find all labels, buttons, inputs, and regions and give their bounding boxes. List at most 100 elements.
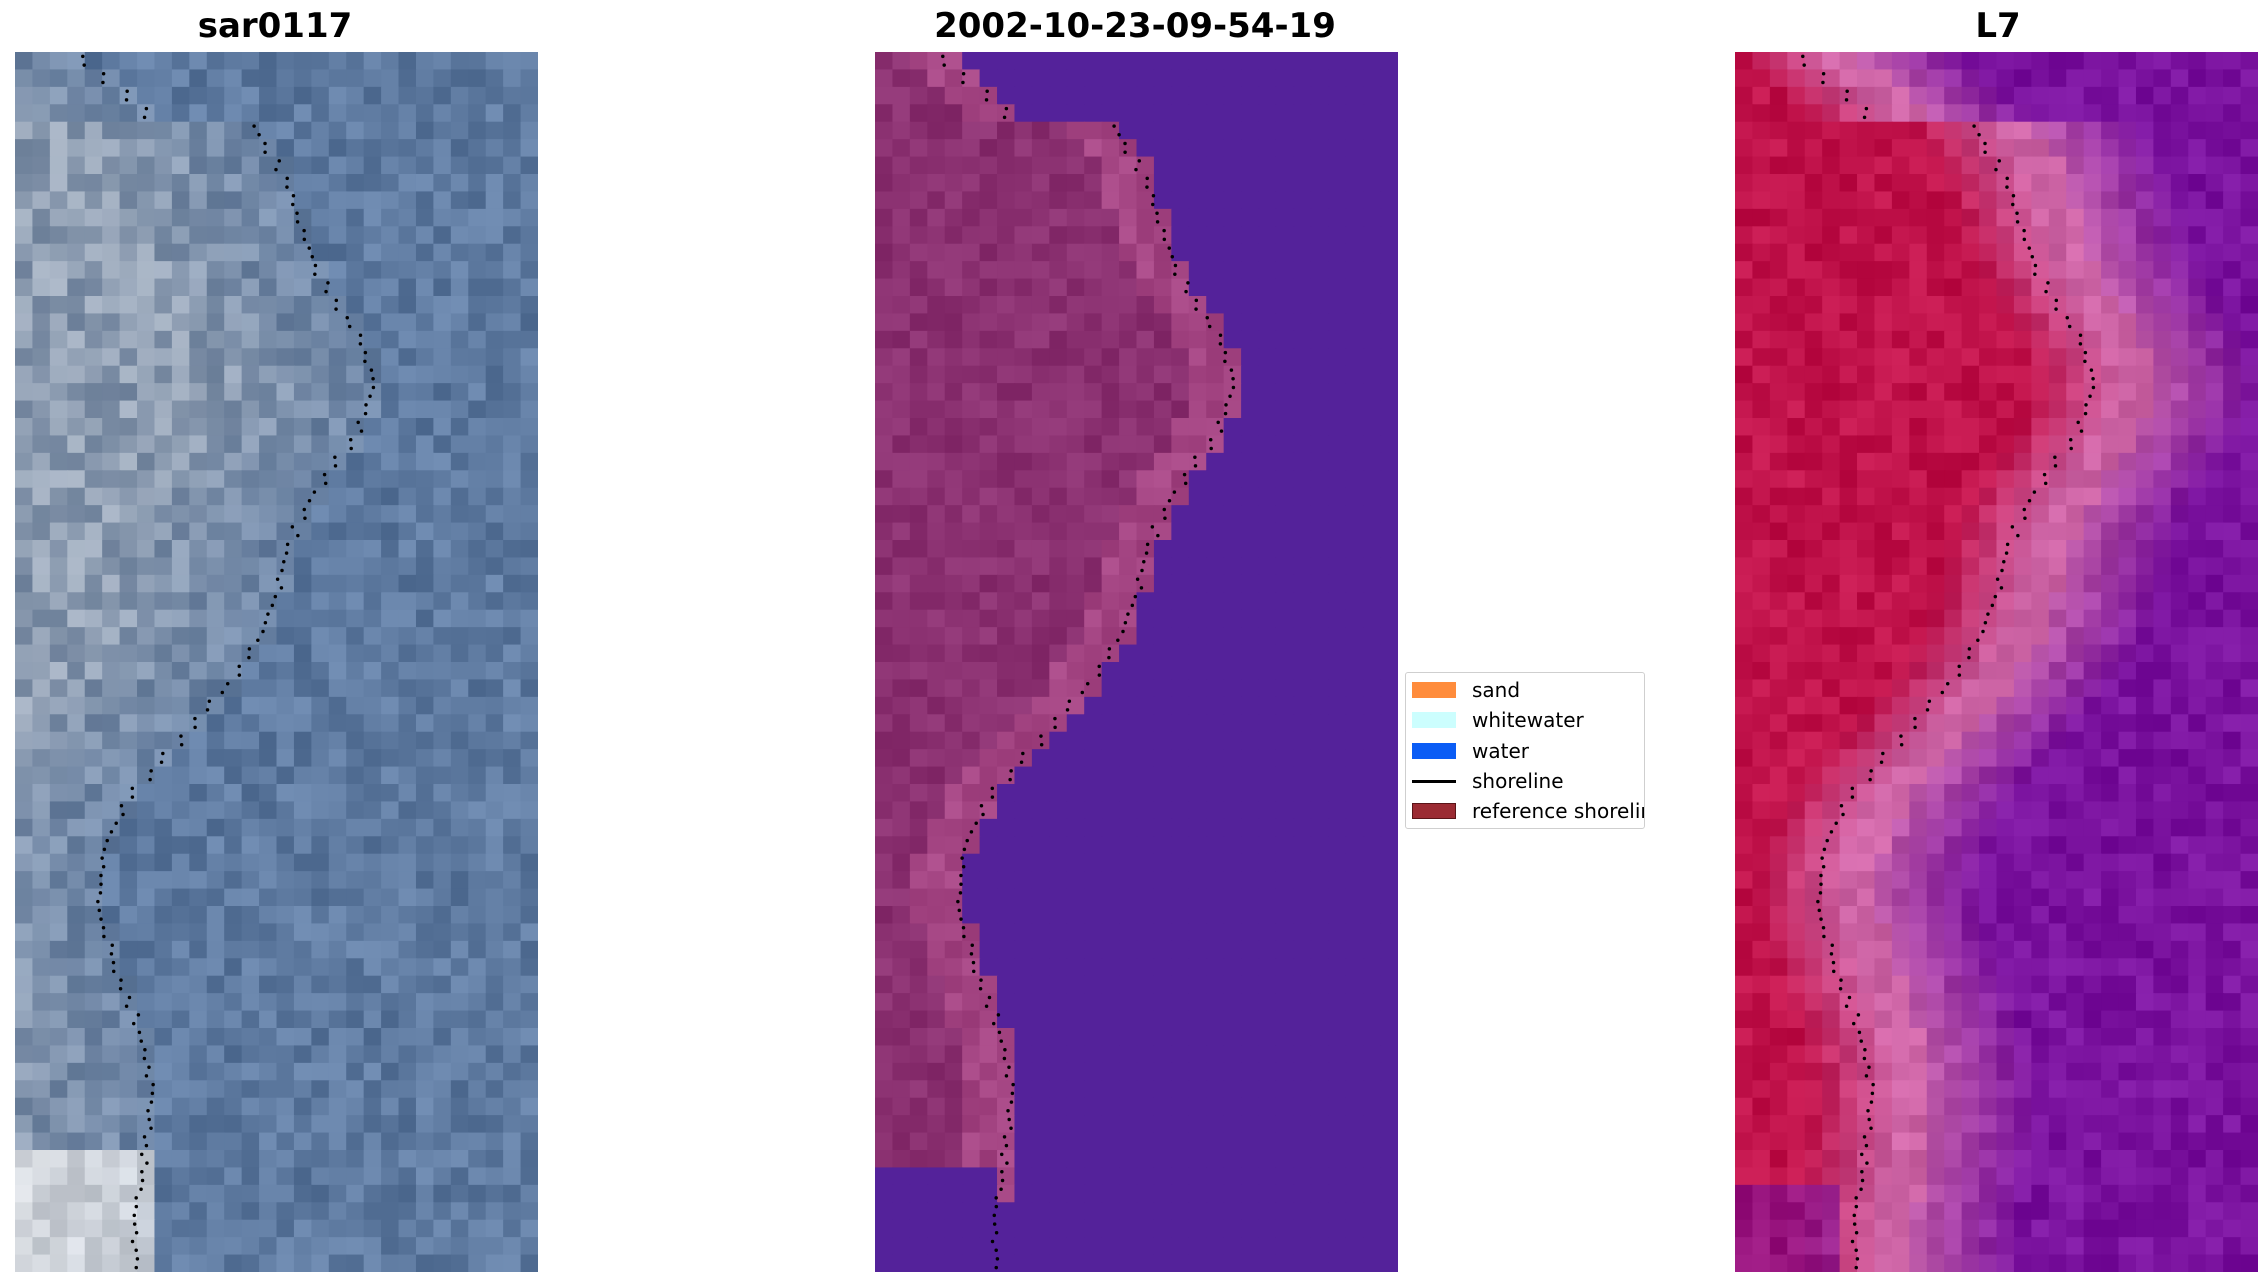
shoreline-point: [1847, 995, 1852, 1000]
shoreline-point: [101, 72, 106, 76]
shoreline-point: [2005, 176, 2009, 181]
shoreline-point: [307, 499, 312, 503]
shoreline-point: [125, 89, 129, 93]
shoreline-point: [1818, 891, 1823, 895]
shoreline-point: [1864, 1143, 1869, 1148]
shoreline-point: [1130, 603, 1135, 608]
shoreline-point: [1869, 769, 1873, 773]
shoreline-point: [2011, 194, 2016, 198]
shoreline-point: [2005, 185, 2009, 189]
shoreline-point: [124, 1004, 129, 1008]
shoreline-point: [957, 908, 962, 913]
water-swatch: [1412, 743, 1456, 759]
shoreline-point: [1002, 1135, 1007, 1139]
shoreline-point: [999, 1152, 1004, 1157]
shoreline-point: [295, 211, 299, 215]
shoreline-point: [1223, 350, 1228, 355]
shoreline-point: [1167, 246, 1171, 250]
shoreline-point: [110, 943, 114, 947]
shoreline-point: [1856, 1013, 1861, 1017]
shoreline-point: [368, 394, 372, 398]
shoreline-point: [2033, 263, 2038, 268]
shoreline-point: [1116, 638, 1120, 642]
shoreline-point: [2065, 316, 2069, 320]
shoreline-point: [1006, 1109, 1010, 1113]
shoreline-point: [1838, 987, 1843, 991]
shoreline-point: [990, 795, 995, 799]
shoreline-point: [958, 891, 963, 895]
shoreline-point: [1107, 655, 1111, 660]
shoreline-point: [291, 202, 295, 207]
shoreline-point: [109, 830, 114, 834]
shoreline-point: [1000, 1170, 1004, 1174]
legend-item-whitewater: whitewater: [1412, 707, 1584, 733]
shoreline-point: [290, 525, 295, 529]
shoreline-point: [2083, 350, 2088, 355]
shoreline-point: [1869, 1100, 1874, 1104]
shoreline-point: [1865, 1161, 1869, 1165]
shoreline-point: [984, 1004, 989, 1008]
shoreline-point: [358, 342, 363, 346]
shoreline-point: [270, 603, 275, 608]
shoreline-point: [144, 106, 149, 111]
shoreline-point: [1183, 481, 1188, 486]
rgb-image-panel: [15, 52, 538, 1272]
shoreline-point: [261, 629, 265, 634]
shoreline-point: [358, 333, 363, 337]
shoreline-point: [2079, 429, 2084, 433]
shoreline-point: [1228, 394, 1232, 398]
shoreline-point: [291, 194, 296, 198]
shoreline-point: [1995, 577, 2000, 581]
shoreline-point: [1862, 1135, 1867, 1139]
shoreline-point: [959, 873, 963, 878]
shoreline-point: [1854, 1231, 1859, 1235]
shoreline-point: [1004, 106, 1009, 111]
shoreline-point: [302, 507, 307, 512]
shoreline-point: [999, 1187, 1003, 1191]
shoreline-point: [1825, 838, 1829, 843]
shoreline-point: [118, 987, 123, 991]
shoreline-point: [965, 838, 969, 843]
shoreline-point: [101, 865, 106, 869]
shoreline-point: [1860, 1178, 1865, 1183]
shoreline-point: [1997, 159, 2002, 163]
shoreline-point: [1139, 586, 1144, 590]
legend-label-sand: sand: [1472, 678, 1521, 702]
shoreline-point: [1133, 594, 1138, 599]
shoreline-point: [274, 167, 278, 172]
shoreline-point: [1186, 281, 1190, 285]
shoreline-point: [1009, 1100, 1014, 1104]
shoreline-point: [997, 1030, 1002, 1035]
shoreline-point: [1231, 377, 1235, 381]
shoreline-point: [142, 1056, 147, 1061]
shoreline-point: [2084, 403, 2088, 407]
shoreline-point: [139, 1039, 143, 1043]
shoreline-point: [1097, 664, 1101, 669]
shoreline-point: [364, 403, 368, 407]
shoreline-point: [323, 481, 328, 486]
shoreline-point: [1967, 655, 1971, 660]
shoreline-point: [2068, 438, 2073, 442]
shoreline-point: [1005, 1161, 1009, 1165]
shoreline-point: [1870, 1091, 1875, 1096]
shoreline-point: [280, 568, 284, 573]
shoreline-point: [1194, 298, 1199, 303]
shoreline-point: [145, 1161, 149, 1165]
shoreline-point: [1172, 490, 1177, 494]
shoreline-point: [1986, 612, 1990, 616]
shoreline-point: [1145, 542, 1150, 547]
shoreline-point: [974, 821, 978, 825]
shoreline-point: [1163, 516, 1167, 520]
shoreline-point: [134, 1231, 139, 1235]
shoreline-point: [349, 446, 353, 451]
shoreline-point: [143, 1048, 147, 1052]
shoreline-point: [112, 969, 116, 974]
shoreline-point: [307, 246, 311, 250]
shoreline-point: [1150, 525, 1155, 529]
shoreline-point: [99, 873, 103, 878]
shoreline-point: [985, 89, 989, 93]
shoreline-point: [1957, 673, 1962, 677]
shoreline-point: [149, 769, 153, 773]
shoreline-point: [992, 1213, 997, 1218]
shoreline-point: [334, 298, 339, 303]
